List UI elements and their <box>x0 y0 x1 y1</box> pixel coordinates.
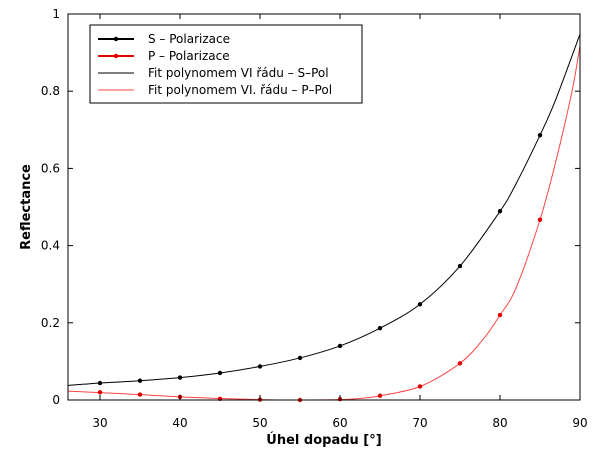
y-axis-ticks: 0 0.2 0.4 0.6 0.8 1 <box>41 7 580 407</box>
y-axis-title: Reflectance <box>19 164 34 250</box>
data-point-0-0 <box>97 380 103 386</box>
data-point-0-1 <box>137 378 143 383</box>
x-tick-label: 30 <box>92 416 107 430</box>
legend-label-2: Fit polynomem VI řádu – S–Pol <box>148 66 329 80</box>
data-point-0-10 <box>497 209 503 214</box>
legend-label-3: Fit polynomem VI. řádu – P–Pol <box>148 83 332 97</box>
plot-frame <box>67 13 581 401</box>
legend-marker-0 <box>113 36 119 42</box>
x-tick-label: 50 <box>252 416 267 430</box>
legend: S – Polarizace P – Polarizace Fit polynome… <box>89 24 363 104</box>
data-point-0-8 <box>417 302 423 307</box>
data-point-0-4 <box>257 364 263 369</box>
data-series <box>97 133 543 403</box>
data-point-0-3 <box>217 370 223 376</box>
data-point-1-0 <box>97 390 103 395</box>
y-tick-label: 0.8 <box>41 84 60 98</box>
data-point-0-11 <box>537 133 543 138</box>
data-point-1-7 <box>377 393 383 398</box>
y-tick-label: 0.6 <box>41 161 60 175</box>
data-point-1-9 <box>457 361 463 366</box>
data-point-0-6 <box>337 343 343 349</box>
data-point-0-9 <box>457 263 463 269</box>
data-point-0-2 <box>177 375 183 380</box>
data-point-1-1 <box>137 392 143 397</box>
legend-marker-1 <box>113 53 119 59</box>
data-point-0-5 <box>297 355 303 361</box>
y-tick-label: 1 <box>52 7 60 21</box>
data-point-1-8 <box>417 384 423 389</box>
x-axis-title: Úhel dopadu [°] <box>266 432 381 448</box>
y-tick-label: 0.2 <box>41 316 60 330</box>
legend-label-0: S – Polarizace <box>148 32 230 46</box>
x-axis-ticks: 30 40 50 60 70 80 90 <box>92 14 588 430</box>
x-tick-label: 60 <box>332 416 347 430</box>
data-point-1-10 <box>497 312 503 318</box>
legend-box <box>89 24 363 104</box>
data-point-0-7 <box>377 326 383 331</box>
x-tick-label: 70 <box>412 416 427 430</box>
legend-label-1: P – Polarizace <box>148 49 230 63</box>
y-tick-label: 0.4 <box>41 239 60 253</box>
x-tick-label: 40 <box>172 416 187 430</box>
data-point-1-11 <box>537 217 543 222</box>
y-tick-label: 0 <box>52 393 60 407</box>
x-tick-label: 80 <box>492 416 507 430</box>
x-tick-label: 90 <box>572 416 587 430</box>
